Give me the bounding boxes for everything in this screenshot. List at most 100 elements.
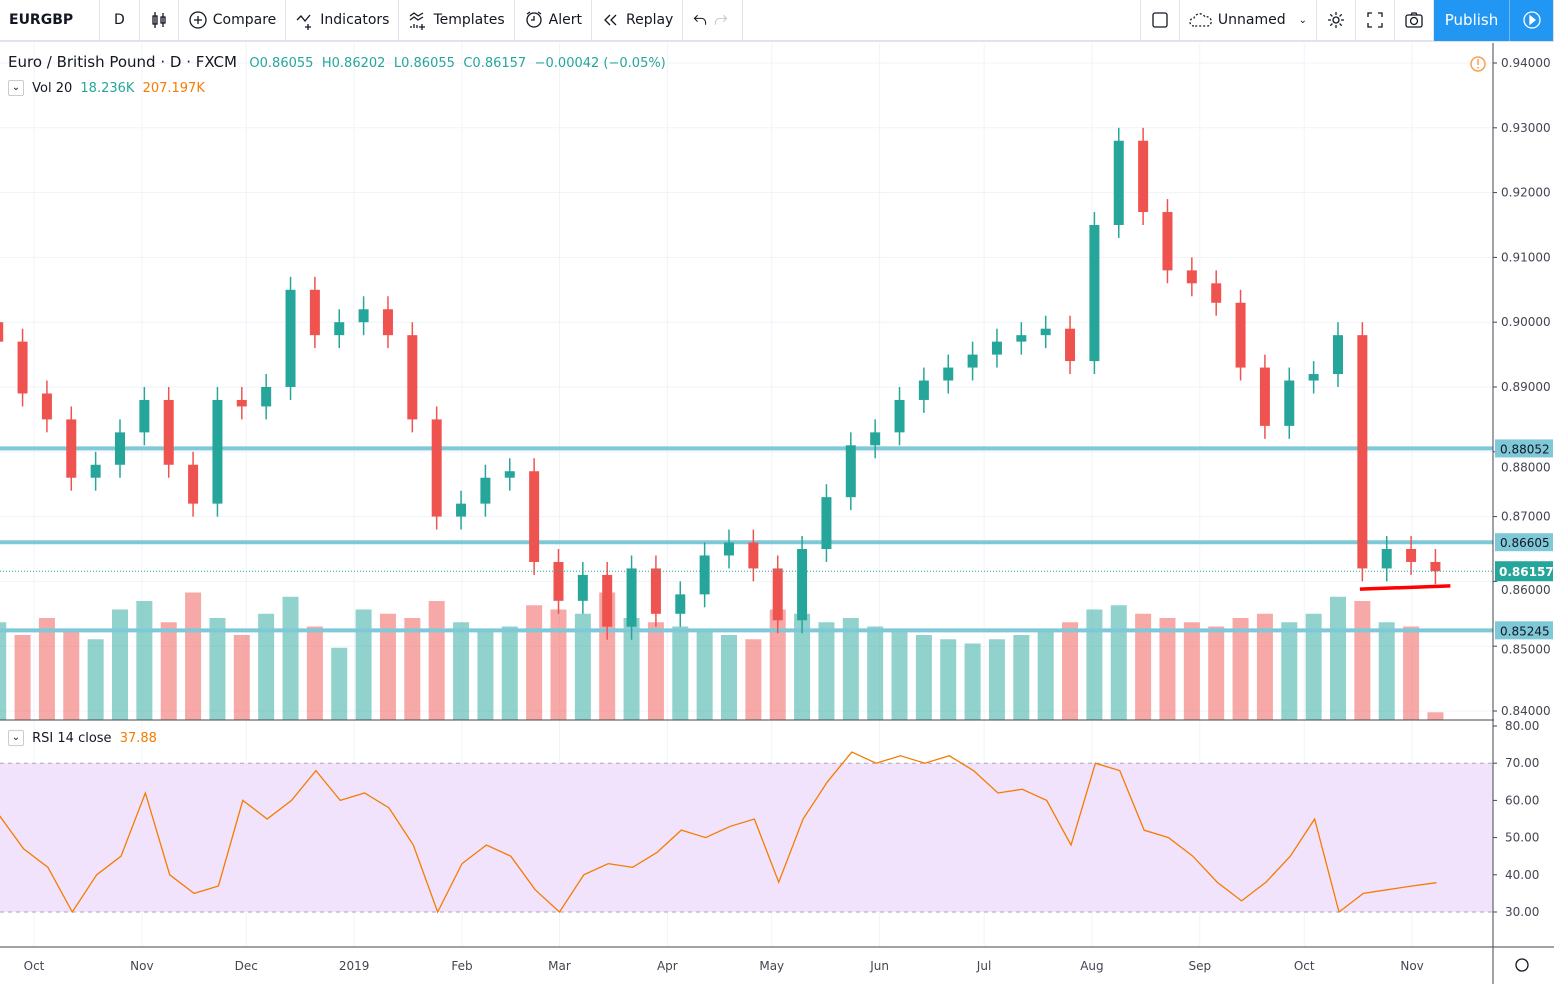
templates-button[interactable]: Templates <box>399 0 515 41</box>
candle-body <box>188 464 199 504</box>
rsi-tick-label: 40.00 <box>1505 868 1539 882</box>
volume-bar <box>696 630 713 720</box>
rsi-tick-label: 50.00 <box>1505 831 1539 845</box>
chevron-down-icon: ⌄ <box>1298 14 1307 26</box>
redo-icon[interactable] <box>713 10 729 30</box>
time-tick-label: Jul <box>976 959 991 973</box>
volume-bar <box>745 639 762 720</box>
candle-body <box>1113 140 1124 225</box>
rewind-icon <box>604 14 617 26</box>
candle-body <box>845 445 856 498</box>
chart-type-button[interactable] <box>140 0 179 41</box>
volume-legend: ⌄ Vol 20 18.236K 207.197K <box>8 80 209 96</box>
gear-icon <box>1328 12 1344 28</box>
volume-value: 18.236K <box>80 80 135 96</box>
settings-button[interactable] <box>1317 0 1356 41</box>
volume-bar <box>1427 712 1444 720</box>
candle-body <box>797 549 808 621</box>
close-value: C0.86157 <box>463 56 527 71</box>
symbol-search[interactable]: EURGBP <box>0 0 100 41</box>
volume-bar <box>842 618 859 720</box>
publish-button[interactable]: Publish <box>1434 0 1510 41</box>
camera-icon <box>1405 12 1423 28</box>
collapse-toggle[interactable]: ⌄ <box>8 730 24 746</box>
volume-bar <box>769 609 786 720</box>
compare-label: Compare <box>212 12 277 28</box>
volume-bar <box>87 639 104 720</box>
undo-icon[interactable] <box>692 10 708 30</box>
indicators-label: Indicators <box>320 12 390 28</box>
replay-label: Replay <box>625 12 674 28</box>
volume-bar <box>1086 609 1103 720</box>
volume-bar <box>1281 622 1298 720</box>
volume-bar <box>867 626 884 720</box>
play-button[interactable] <box>1510 0 1554 41</box>
hline-price-label: 0.85245 <box>1500 624 1550 638</box>
price-tick-label: 0.85000 <box>1501 642 1551 656</box>
candle-body <box>870 432 881 446</box>
indicators-button[interactable]: Indicators <box>286 0 400 41</box>
volume-bar <box>1305 613 1322 720</box>
hline-price-label-bg <box>1495 533 1553 552</box>
symbol-title: Euro / British Pound · D · FXCM <box>8 53 237 71</box>
rsi-tick-label: 30.00 <box>1505 905 1539 919</box>
volume-bar <box>136 601 153 720</box>
symbol-legend: Euro / British Pound · D · FXCM O0.86055… <box>8 53 670 71</box>
time-tick-label: Aug <box>1080 959 1103 973</box>
volume-bar <box>1256 613 1273 720</box>
candle-body <box>675 594 686 614</box>
warning-icon <box>1470 56 1486 72</box>
volume-ma-value: 207.197K <box>142 80 205 96</box>
alert-label: Alert <box>548 12 582 28</box>
volume-bar <box>1208 626 1225 720</box>
volume-bar <box>428 601 445 720</box>
volume-bar <box>14 635 31 720</box>
candle-body <box>1333 335 1343 375</box>
candle-body <box>894 399 905 433</box>
cloud-icon <box>1189 13 1212 27</box>
interval-button[interactable]: D <box>100 0 140 41</box>
volume-bar <box>1062 622 1079 720</box>
time-tick-label: Nov <box>1400 959 1423 973</box>
compare-button[interactable]: Compare <box>179 0 287 41</box>
time-tick-label: 2019 <box>339 959 370 973</box>
volume-bar <box>331 647 348 720</box>
square-icon <box>1152 12 1168 28</box>
candle-body <box>90 464 101 478</box>
candle-body <box>334 322 345 336</box>
alert-button[interactable]: Alert <box>515 0 592 41</box>
candle-body <box>1186 270 1197 284</box>
collapse-toggle[interactable]: ⌄ <box>8 80 24 96</box>
hline-price-label-bg <box>1495 621 1553 640</box>
price-tick-label: 0.89000 <box>1501 380 1551 394</box>
volume-bar <box>477 630 494 720</box>
volume-bar <box>940 639 957 720</box>
templates-icon <box>410 12 426 30</box>
candle-body <box>1211 283 1222 303</box>
gear-icon <box>1515 958 1529 972</box>
candle-body <box>504 471 515 478</box>
fullscreen-button[interactable] <box>1356 0 1395 41</box>
candle-body <box>1089 225 1100 362</box>
candle-body <box>1406 549 1417 562</box>
candle-body <box>553 561 564 601</box>
candle-body <box>309 289 320 336</box>
rsi-legend: ⌄ RSI 14 close 37.88 <box>8 730 161 746</box>
time-tick-label: Jun <box>869 959 889 973</box>
hline-price-label-bg <box>1495 439 1553 458</box>
indicators-icon <box>296 14 312 30</box>
time-tick-label: May <box>759 959 784 973</box>
candle-body <box>1357 335 1368 569</box>
chart-canvas[interactable]: 0.94000 0.93000 0.92000 0.91000 0.90000 0.890… <box>0 43 1554 984</box>
candle-body <box>0 322 4 342</box>
layout-name-button[interactable]: Unnamed ⌄ <box>1180 0 1317 41</box>
volume-bar <box>1354 601 1371 720</box>
snapshot-button[interactable] <box>1395 0 1434 41</box>
multi-layout-button[interactable] <box>1139 0 1180 41</box>
replay-button[interactable]: Replay <box>592 0 684 41</box>
last-price-label-bg <box>1495 561 1553 582</box>
alarm-clock-icon <box>526 11 542 28</box>
volume-bar <box>818 622 835 720</box>
candle-body <box>1308 374 1319 381</box>
volume-bar <box>160 622 177 720</box>
